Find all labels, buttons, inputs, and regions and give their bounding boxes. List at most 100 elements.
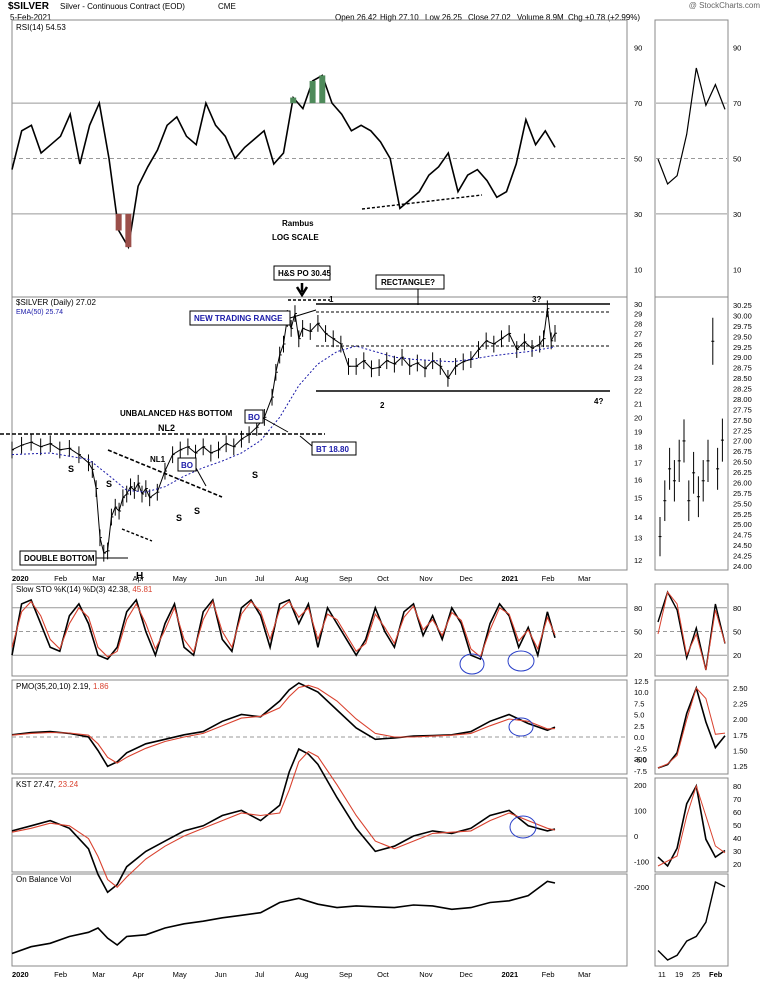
big-right-shoulder: S [252, 470, 258, 480]
rsi-tick-label: 50 [634, 155, 642, 164]
hs-po-label: H&S PO 30.45 [278, 269, 331, 278]
obv-x-label: Feb [542, 970, 555, 979]
header-date: 5-Feb-2021 [10, 13, 52, 22]
price-x-label: 2020 [12, 574, 29, 583]
kst-tick-label: 100 [634, 806, 647, 815]
obv-x-label: Oct [377, 970, 390, 979]
side-price-tick: 29.75 [733, 322, 752, 331]
header-description: Silver - Continuous Contract (EOD) [60, 2, 185, 11]
side-price-tick: 27.75 [733, 405, 752, 414]
sto-series--k [11, 598, 556, 661]
bo-label-1: BO [181, 461, 193, 470]
side-price-tick: 24.50 [733, 541, 752, 550]
side-kst-tick: 80 [733, 782, 741, 791]
price-x-label: Feb [54, 574, 67, 583]
price-close-line [11, 308, 556, 554]
price-x-label: Feb [542, 574, 555, 583]
price-tick-label: 14 [634, 513, 642, 522]
double-bottom-line [121, 528, 153, 542]
side-price-tick: 24.75 [733, 531, 752, 540]
obv-x-label: Mar [578, 970, 591, 979]
rsi-support-line [361, 194, 483, 210]
side-x-label: Feb [709, 970, 723, 979]
price-x-label: Mar [92, 574, 105, 583]
side-pmo-signal-line [657, 687, 726, 769]
price-tick-label: 21 [634, 400, 642, 409]
neckline-1 [107, 449, 223, 498]
kst-tick-label: 0 [634, 832, 638, 841]
side-pmo-frame [654, 679, 729, 775]
bt-label: BT 18.80 [316, 445, 349, 454]
obv-panel-frame [11, 873, 628, 967]
side-pmo-tick: 1.75 [733, 731, 748, 740]
obv-x-label: Apr [132, 970, 144, 979]
side-price-tick: 29.25 [733, 343, 752, 352]
hs-po-box [273, 265, 331, 281]
ema-legend: EMA(50) 25.74 [16, 309, 63, 316]
side-sto-d-line [657, 590, 726, 671]
rsi-overbought-fill [319, 75, 326, 104]
hs-po-arrow [295, 283, 309, 298]
side-pmo-tick: 1.25 [733, 762, 748, 771]
obv-x-label: 2021 [501, 970, 518, 979]
side-sto-tick: 20 [733, 651, 741, 660]
header-open: Open 26.42 [335, 13, 377, 22]
side-price-frame [654, 296, 729, 571]
price-tick-label: 26 [634, 340, 642, 349]
price-tick-label: 19 [634, 428, 642, 437]
side-kst-tick: 30 [733, 847, 741, 856]
side-kst-tick: 50 [733, 821, 741, 830]
side-rsi-line [657, 67, 726, 186]
price-x-label: Dec [459, 574, 473, 583]
side-rsi-tick: 10 [733, 265, 741, 274]
bt-box [311, 441, 357, 456]
bo-box-1 [177, 457, 197, 472]
rsi-overbought-fill [290, 97, 297, 104]
kst-tick-label: -200 [634, 883, 649, 892]
sto-legend-d: 45.81 [132, 585, 153, 594]
price-x-label: Mar [578, 574, 591, 583]
header-exchange: CME [218, 2, 236, 11]
rsi-legend: RSI(14) 54.53 [16, 23, 66, 32]
price-tick-label: 15 [634, 494, 642, 503]
price-tick-label: 27 [634, 329, 642, 338]
sto-legend: Slow STO %K(14) %D(3) 42.38, 45.81 [16, 585, 153, 594]
right-shoulder-b: S [194, 506, 200, 516]
header-change: Chg +0.78 (+2.99%) [568, 13, 640, 22]
rsi-tick-label: 90 [634, 44, 642, 53]
side-price-tick: 25.75 [733, 489, 752, 498]
rectangle-label: RECTANGLE? [381, 278, 435, 287]
rsi-series-line [11, 74, 556, 250]
header-brand: @ StockCharts.com [689, 1, 761, 10]
sto-tick-label: 80 [634, 604, 642, 613]
bo-pointer-1 [195, 467, 207, 487]
price-annotations: H&S PO 30.45 RECTANGLE? NEW TRADING RANG… [0, 265, 610, 582]
side-pmo-tick: 1.50 [733, 746, 748, 755]
bt-pointer [299, 435, 313, 447]
header-volume: Volume 8.9M [517, 13, 564, 22]
sto-tick-label: 20 [634, 651, 642, 660]
new-trading-range-label: NEW TRADING RANGE [194, 314, 283, 323]
price-x-label: Jun [215, 574, 227, 583]
side-price-tick: 25.50 [733, 499, 752, 508]
obv-series-line [11, 880, 556, 955]
left-shoulder-b: S [106, 479, 112, 489]
pmo-tick-label: 0.0 [634, 733, 644, 742]
kst-series-kst [11, 747, 556, 894]
kst-tick-label: -100 [634, 858, 649, 867]
price-tick-label: 28 [634, 319, 642, 328]
obv-x-label: Feb [54, 970, 67, 979]
obv-x-label: Jun [215, 970, 227, 979]
pmo-legend-signal: 1.86 [93, 682, 109, 691]
rsi-tick-label: 70 [634, 99, 642, 108]
right-shoulder-a: S [176, 513, 182, 523]
price-tick-label: 18 [634, 443, 642, 452]
price-tick-label: 24 [634, 362, 642, 371]
pmo-legend: PMO(35,20,10) 2.19, 1.86 [16, 682, 109, 691]
rsi-tick-label: 30 [634, 210, 642, 219]
left-shoulder-a: S [68, 464, 74, 474]
side-price-tick: 28.25 [733, 385, 752, 394]
rsi-oversold-fill [115, 213, 122, 231]
side-x-label: 25 [692, 970, 700, 979]
ema50-line [11, 345, 556, 493]
